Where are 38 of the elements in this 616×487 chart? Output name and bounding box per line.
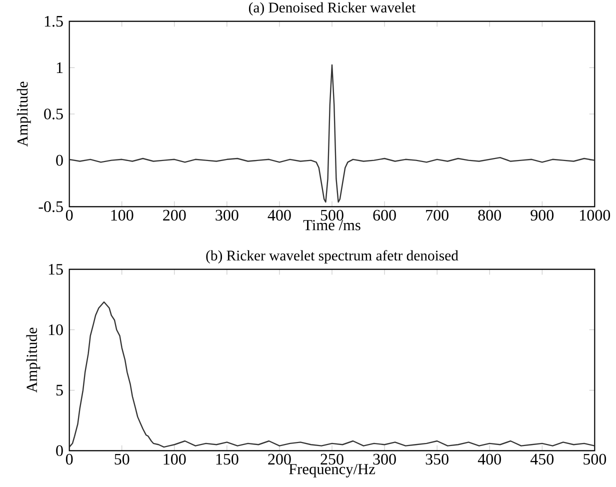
x-tick-label: 400 bbox=[478, 454, 501, 465]
x-tick-label: 800 bbox=[478, 210, 501, 221]
y-tick-label: 15 bbox=[48, 264, 63, 275]
x-tick-label: 200 bbox=[163, 210, 186, 221]
x-tick-label: 150 bbox=[216, 454, 238, 465]
x-tick-label: 700 bbox=[426, 210, 448, 221]
x-tick-label: 200 bbox=[268, 454, 291, 465]
line-series bbox=[69, 302, 595, 448]
y-tick-label: 0.5 bbox=[44, 108, 63, 120]
y-tick-label: 10 bbox=[48, 324, 63, 336]
x-tick-label: 0 bbox=[66, 454, 73, 465]
x-tick-label: 350 bbox=[426, 454, 448, 465]
x-tick-label: 500 bbox=[320, 210, 344, 221]
chart-title: (a) Denoised Ricker wavelet bbox=[248, 2, 416, 16]
y-axis-title: Amplitude bbox=[16, 82, 31, 147]
x-tick-label: 300 bbox=[216, 210, 238, 221]
x-tick-label: 600 bbox=[373, 210, 396, 221]
x-tick-label: 100 bbox=[111, 210, 134, 221]
x-tick-label: 1000 bbox=[580, 210, 610, 221]
x-tick-label: 300 bbox=[373, 454, 396, 465]
y-tick-label: 5 bbox=[56, 385, 63, 396]
x-tick-label: 50 bbox=[114, 454, 130, 465]
x-axis-title: Frequency/Hz bbox=[289, 464, 376, 478]
x-tick-label: 900 bbox=[530, 210, 554, 221]
x-tick-label: 100 bbox=[164, 454, 186, 465]
y-tick-label: 1 bbox=[56, 62, 63, 74]
y-tick-label: 1.5 bbox=[44, 16, 63, 27]
y-tick-label: -0.5 bbox=[38, 201, 63, 212]
x-tick-label: 450 bbox=[530, 454, 554, 465]
x-tick-label: 250 bbox=[320, 454, 344, 465]
x-axis-title: Time /ms bbox=[303, 220, 360, 230]
x-tick-label: 0 bbox=[66, 210, 73, 221]
y-axis-title: Amplitude bbox=[26, 328, 40, 393]
y-tick-label: 0 bbox=[56, 155, 63, 166]
y-tick-label: 0 bbox=[56, 445, 63, 456]
x-tick-label: 400 bbox=[268, 210, 291, 221]
x-tick-label: 500 bbox=[584, 454, 606, 465]
chart-title: (b) Ricker wavelet spectrum afetr denoised bbox=[206, 250, 458, 264]
